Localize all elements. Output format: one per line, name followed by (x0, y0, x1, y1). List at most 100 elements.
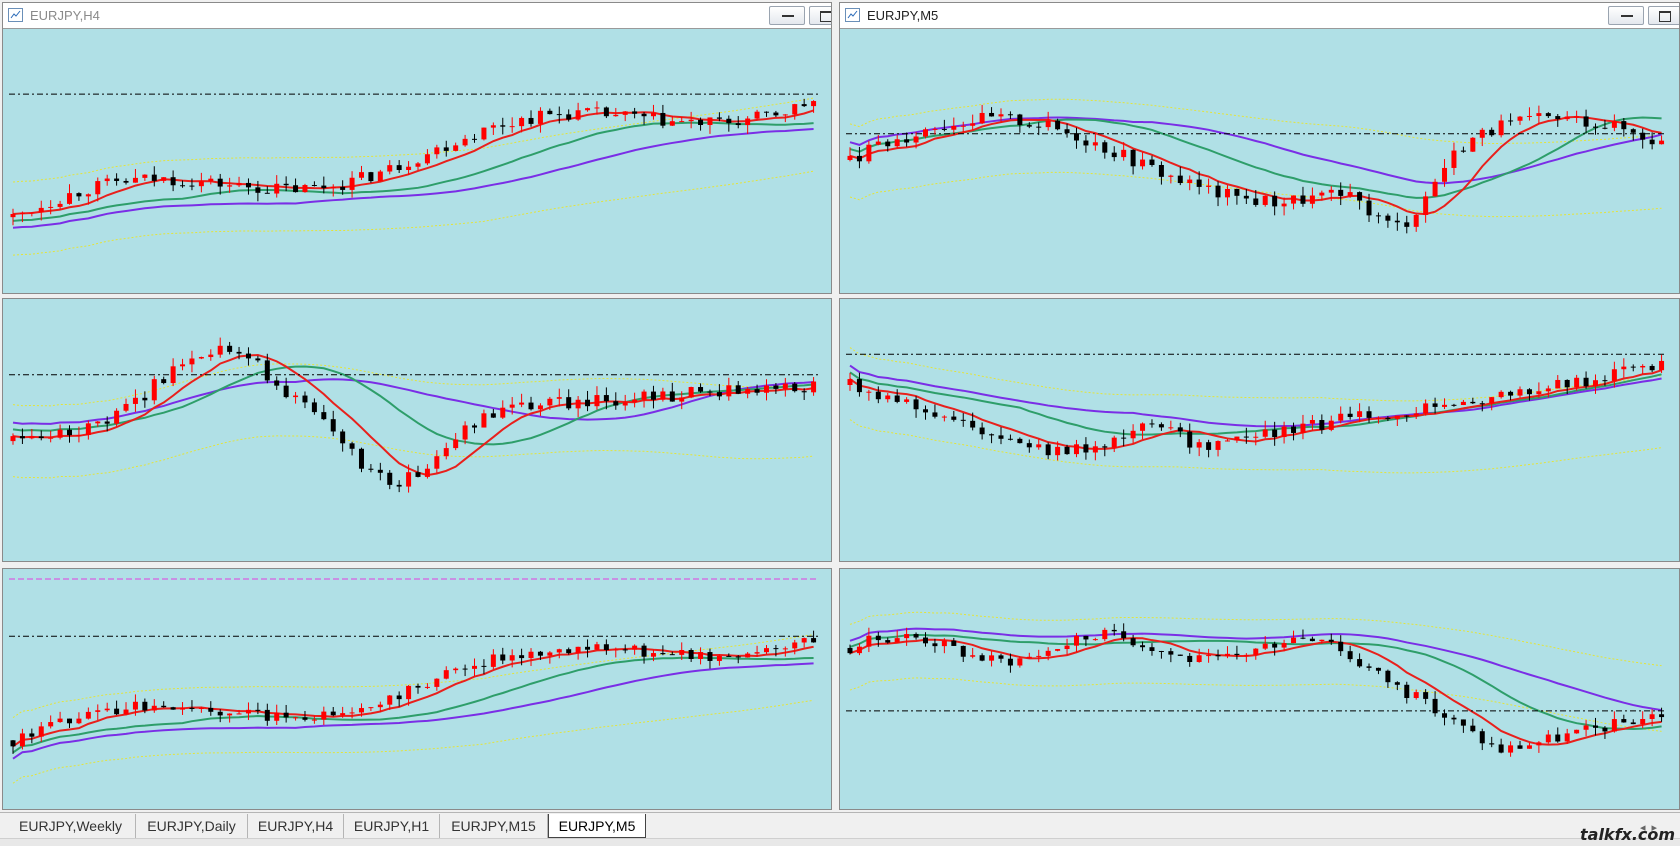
candle-body (1319, 420, 1325, 430)
candles (10, 630, 817, 754)
minimize-button[interactable] (1608, 6, 1644, 25)
candle-body (922, 637, 928, 644)
candle-body (358, 708, 364, 713)
candle-body (283, 385, 289, 398)
candle-body (1149, 159, 1155, 165)
chart-canvas[interactable] (3, 299, 832, 562)
candle-body (132, 701, 138, 710)
candle-body (894, 139, 900, 147)
candle-body (782, 648, 788, 650)
candle-body (311, 719, 317, 721)
tab-scroll-arrows-icon[interactable]: ◂▸ (1640, 822, 1664, 834)
candle-body (688, 119, 694, 122)
chart-panel-bottom-right[interactable] (839, 568, 1680, 810)
candle-body (76, 193, 82, 197)
candle-body (585, 399, 591, 407)
candle-body (650, 391, 656, 400)
candle-body (1187, 179, 1193, 184)
candle-body (1177, 175, 1183, 184)
window-title: EURJPY,M5 (867, 8, 939, 23)
candle-body (208, 178, 214, 182)
chart-panel-middle-left[interactable] (2, 298, 832, 562)
window-titlebar-h4[interactable]: EURJPY,H4 (3, 3, 831, 29)
tab-eurjpy-m5[interactable]: EURJPY,M5 (548, 814, 646, 838)
candle-body (1007, 438, 1013, 440)
tab-eurjpy-h4[interactable]: EURJPY,H4 (248, 814, 344, 838)
candle-body (19, 212, 25, 215)
candle-body (660, 112, 666, 126)
candle-body (161, 177, 167, 181)
candle-body (1432, 698, 1438, 714)
tab-eurjpy-m15[interactable]: EURJPY,M15 (440, 814, 548, 838)
candle-body (1574, 729, 1580, 734)
candle-body (85, 423, 91, 435)
candle-body (556, 397, 562, 399)
candle-body (745, 389, 751, 394)
candle-body (1196, 442, 1202, 448)
candle-body (10, 740, 16, 747)
candle-body (519, 402, 525, 405)
slow-ma-line (849, 364, 1662, 428)
candle-body (904, 139, 910, 143)
candle-body (1602, 727, 1608, 732)
candle-body (1045, 120, 1051, 128)
candle-body (641, 113, 647, 117)
candle-body (1366, 666, 1372, 668)
chart-canvas[interactable] (840, 3, 1680, 294)
candle-body (932, 412, 938, 417)
candle-body (1130, 430, 1136, 439)
lower-band-line (849, 419, 1662, 474)
chart-canvas[interactable] (3, 3, 832, 294)
window-titlebar-m5[interactable]: EURJPY,M5 (840, 3, 1679, 29)
watermark: talkfx.com (1580, 825, 1676, 844)
chart-panel-middle-right[interactable] (839, 298, 1680, 562)
candle-body (989, 434, 995, 436)
candle-body (1593, 380, 1599, 387)
candle-body (217, 178, 223, 187)
candle-body (1375, 417, 1381, 419)
candle-body (613, 401, 619, 406)
candle-body (735, 656, 741, 658)
candle-body (547, 110, 553, 115)
chart-panel-bottom-left[interactable] (2, 568, 832, 810)
candle-body (1545, 388, 1551, 392)
candle-body (1253, 198, 1259, 205)
candle-body (792, 104, 798, 115)
candle-body (951, 126, 957, 130)
candle-body (1319, 192, 1325, 196)
restore-button[interactable] (809, 6, 831, 25)
candle-body (1140, 645, 1146, 648)
candle-body (594, 395, 600, 407)
candle-body (1583, 116, 1589, 127)
candle-body (1187, 655, 1193, 663)
chart-panel-top-right[interactable]: EURJPY,M5 (839, 2, 1680, 294)
candle-body (245, 182, 251, 188)
candle-body (1130, 638, 1136, 646)
tab-eurjpy-h1[interactable]: EURJPY,H1 (344, 814, 440, 838)
candle-body (1394, 415, 1400, 419)
candle-body (48, 437, 54, 439)
tab-eurjpy-daily[interactable]: EURJPY,Daily (136, 814, 248, 838)
restore-button[interactable] (1648, 6, 1679, 25)
candle-body (1357, 411, 1363, 417)
candle-body (29, 212, 35, 214)
candle-body (1347, 413, 1353, 417)
candles (10, 98, 817, 226)
candle-body (1121, 149, 1127, 158)
candle-body (1526, 115, 1532, 117)
candle-body (1602, 127, 1608, 129)
candle-body (726, 385, 732, 397)
minimize-button[interactable] (769, 6, 805, 25)
tab-eurjpy-weekly[interactable]: EURJPY,Weekly (6, 814, 136, 838)
candle-body (245, 709, 251, 714)
candle-body (1423, 196, 1429, 215)
candle-body (1621, 366, 1627, 370)
candle-body (67, 718, 73, 724)
chart-canvas[interactable] (840, 299, 1680, 562)
candle-body (170, 177, 176, 186)
candle-body (1168, 651, 1174, 655)
chart-canvas[interactable] (3, 569, 832, 810)
candle-body (1064, 129, 1070, 134)
chart-canvas[interactable] (840, 569, 1680, 810)
chart-panel-top-left[interactable]: EURJPY,H4 (2, 2, 832, 294)
